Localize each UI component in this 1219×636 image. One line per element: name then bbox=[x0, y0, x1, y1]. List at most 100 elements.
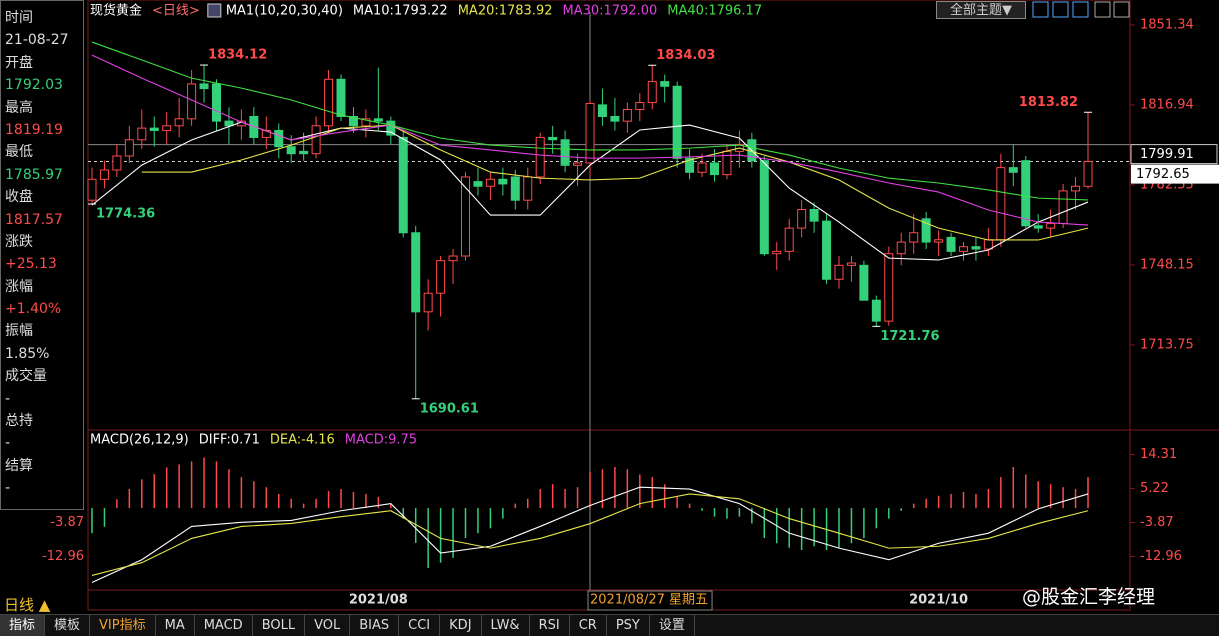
info-label: 总持 bbox=[5, 413, 33, 430]
candle-body bbox=[1083, 160, 1093, 187]
candle-body bbox=[610, 115, 620, 122]
tab[interactable]: MACD bbox=[195, 615, 253, 636]
candle-body bbox=[784, 227, 794, 252]
candle-body bbox=[498, 178, 508, 185]
tab[interactable]: VOL bbox=[305, 615, 351, 636]
legend-entry: MA40:1796.17 bbox=[667, 4, 762, 19]
tab[interactable]: 指标 bbox=[0, 615, 46, 636]
icon[interactable] bbox=[1072, 1, 1089, 18]
tab[interactable]: 设置 bbox=[650, 615, 695, 636]
tab[interactable]: 模板 bbox=[45, 615, 91, 636]
x-tick-label: 2021/08 bbox=[349, 593, 408, 608]
tab[interactable]: CR bbox=[570, 615, 607, 636]
info-value: 1819.19 bbox=[5, 121, 63, 138]
crosshair-price: 1799.91 bbox=[1140, 147, 1194, 162]
candle-body bbox=[411, 232, 421, 313]
info-label: 最高 bbox=[5, 99, 33, 116]
candle-body bbox=[834, 264, 844, 280]
info-label: 最低 bbox=[5, 144, 33, 161]
candle-body bbox=[622, 109, 632, 122]
candle-body bbox=[560, 139, 570, 166]
y-tick-label: 1816.94 bbox=[1140, 98, 1194, 113]
info-label: 涨跌 bbox=[5, 233, 33, 250]
extreme-label: 1721.76 bbox=[880, 329, 939, 344]
tab[interactable]: MA bbox=[156, 615, 195, 636]
candle-body bbox=[436, 260, 446, 294]
candle-body bbox=[324, 78, 334, 127]
indicator-icon bbox=[207, 3, 222, 18]
macd-line bbox=[91, 493, 1089, 576]
info-value: - bbox=[5, 480, 11, 497]
icon[interactable] bbox=[1032, 1, 1049, 18]
candle-body bbox=[174, 118, 184, 127]
legend-entry: MA10:1793.22 bbox=[353, 4, 448, 19]
candle-body bbox=[809, 209, 819, 222]
moving-average bbox=[91, 41, 1089, 201]
candle-body bbox=[473, 181, 483, 187]
candle-body bbox=[448, 255, 458, 262]
candle-body bbox=[672, 85, 682, 159]
crosshair-date-box bbox=[587, 590, 713, 611]
candle-body bbox=[99, 169, 109, 180]
icon[interactable] bbox=[1113, 1, 1130, 18]
candle-body bbox=[871, 299, 881, 322]
candle-body bbox=[971, 246, 981, 250]
indicator-label: MA1(10,20,30,40) bbox=[226, 4, 343, 19]
y-tick-label: 1748.15 bbox=[1140, 257, 1194, 272]
candle-body bbox=[373, 118, 383, 122]
candle-body bbox=[199, 83, 209, 90]
candle-body bbox=[1021, 160, 1031, 227]
candle-body bbox=[224, 120, 234, 127]
candle-body bbox=[274, 129, 284, 148]
candle-body bbox=[1008, 167, 1018, 173]
info-value: 1792.03 bbox=[5, 77, 63, 94]
info-value: +1.40% bbox=[5, 301, 62, 318]
icon[interactable] bbox=[1094, 1, 1111, 18]
candle-body bbox=[535, 136, 545, 178]
y-tick-label: 14.31 bbox=[1140, 447, 1177, 462]
icon[interactable] bbox=[1052, 1, 1069, 18]
candle-body bbox=[124, 139, 134, 157]
candle-body bbox=[548, 136, 558, 141]
period-selector[interactable]: 日线 ▲ bbox=[4, 596, 51, 614]
candle-body bbox=[647, 81, 657, 104]
tab[interactable]: BOLL bbox=[253, 615, 306, 636]
info-value: - bbox=[5, 390, 11, 407]
theme-button[interactable]: 全部主题▼ bbox=[936, 1, 1026, 19]
legend-entry: DEA:-4.16 bbox=[270, 433, 335, 448]
chart-title: 现货黄金 bbox=[90, 3, 142, 19]
candle-body bbox=[585, 103, 595, 164]
candle-body bbox=[722, 150, 732, 176]
candle-body bbox=[772, 250, 782, 255]
candle-body bbox=[311, 125, 321, 155]
tab[interactable]: PSY bbox=[607, 615, 650, 636]
toolbar-icons bbox=[1032, 1, 1130, 18]
candle-body bbox=[573, 162, 583, 166]
candle-body bbox=[510, 176, 520, 201]
tab[interactable]: KDJ bbox=[440, 615, 482, 636]
tab-bar: 指标 模板 VIP指标 MA MACD BOLL VOL BIAS CCI KDJ LW& RSI CR… bbox=[0, 614, 1219, 636]
legend-entry: MACD:9.75 bbox=[345, 433, 417, 448]
info-value: +25.13 bbox=[5, 256, 57, 273]
legend-entry: MA20:1783.92 bbox=[458, 4, 553, 19]
candle-body bbox=[149, 127, 159, 131]
indicator-title: MACD(26,12,9) bbox=[90, 433, 189, 448]
candle-body bbox=[87, 178, 97, 201]
tab[interactable]: BIAS bbox=[350, 615, 400, 636]
candle-body bbox=[697, 162, 707, 173]
info-label: 开盘 bbox=[5, 54, 33, 71]
tab[interactable]: LW& bbox=[482, 615, 530, 636]
tab[interactable]: RSI bbox=[530, 615, 570, 636]
y-tick-label: 1851.34 bbox=[1140, 18, 1194, 33]
tab[interactable]: VIP指标 bbox=[90, 615, 156, 636]
y-tick-label: 1713.75 bbox=[1140, 337, 1194, 352]
crosshair-date: 2021/08/27 星期五 bbox=[590, 593, 708, 608]
tab[interactable]: CCI bbox=[399, 615, 441, 636]
x-tick-label: 2021/10 bbox=[909, 593, 968, 608]
candle-body bbox=[286, 146, 296, 155]
candle-body bbox=[423, 292, 433, 313]
y-tick-label: -3.87 bbox=[50, 515, 84, 530]
moving-average bbox=[141, 124, 1089, 241]
candle-body bbox=[485, 178, 495, 187]
